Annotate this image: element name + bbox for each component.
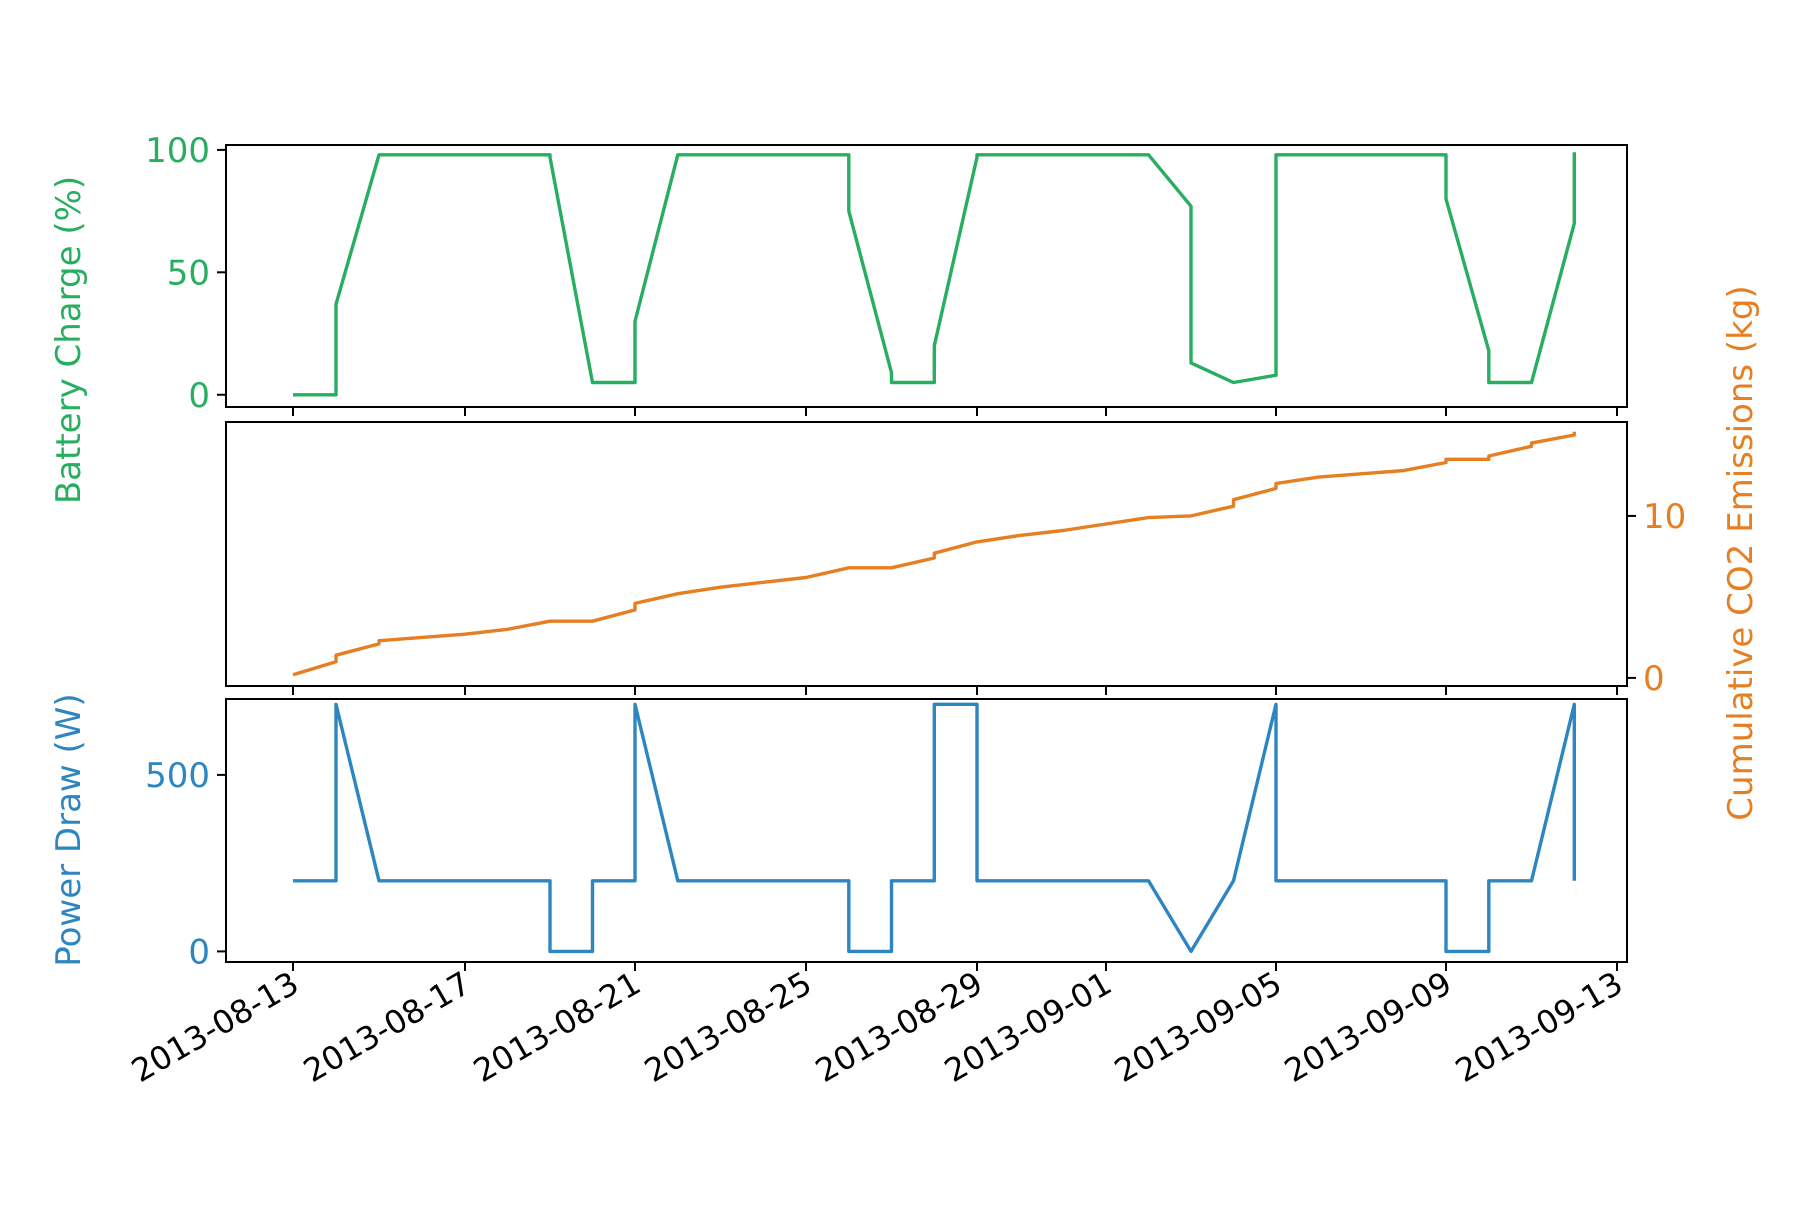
ylabel-panel-2: Cumulative CO2 Emissions (kg) [1721, 285, 1761, 820]
series-line-3 [293, 704, 1574, 951]
panel-3-frame [226, 699, 1627, 962]
xtick-label-0: 2013-08-13 [125, 964, 305, 1090]
xtick-label-7: 2013-09-09 [1278, 964, 1458, 1090]
panel-3-ytick-label-0: 0 [188, 932, 210, 972]
series-line-1 [293, 152, 1574, 394]
series-line-2 [293, 432, 1574, 675]
xtick-label-6: 2013-09-05 [1108, 964, 1288, 1090]
ylabel-panel-3: Power Draw (W) [49, 693, 89, 966]
panel-2-ytick-label-1: 10 [1643, 497, 1686, 537]
xtick-label-1: 2013-08-17 [297, 964, 477, 1090]
panel-3-ytick-label-1: 500 [145, 756, 210, 796]
ylabel-panel-1: Battery Charge (%) [49, 176, 89, 504]
panel-2: 0 10 [226, 422, 1686, 699]
xtick-label-2: 2013-08-21 [467, 964, 647, 1090]
xtick-label-3: 2013-08-25 [638, 964, 818, 1090]
panel-1: 0 50 100 [145, 131, 1627, 416]
panel-2-ytick-label-0: 0 [1643, 659, 1665, 699]
panel-1-ytick-label-2: 100 [145, 131, 210, 171]
panel-1-frame [226, 145, 1627, 407]
panel-3: 0 500 [145, 699, 1627, 972]
panel-1-ytick-label-1: 50 [167, 253, 210, 293]
panel-2-frame [226, 422, 1627, 686]
xtick-label-8: 2013-09-13 [1449, 964, 1629, 1090]
panel-1-ytick-label-0: 0 [188, 376, 210, 416]
